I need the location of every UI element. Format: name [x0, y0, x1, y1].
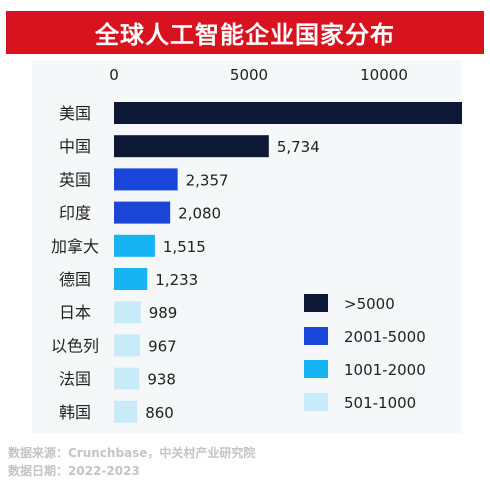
bar — [114, 201, 171, 224]
category-label: 韩国 — [59, 403, 91, 422]
category-label: 法国 — [59, 370, 91, 389]
bar — [114, 268, 148, 290]
category-label: 英国 — [59, 170, 91, 189]
value-label: 1,515 — [163, 238, 206, 256]
legend-label: 2001-5000 — [344, 328, 426, 346]
legend-swatch — [304, 393, 328, 411]
category-label: 中国 — [59, 137, 91, 156]
value-label: 1,233 — [155, 271, 198, 289]
bar — [114, 102, 462, 124]
category-label: 美国 — [59, 104, 91, 123]
value-label: 938 — [147, 371, 176, 389]
value-label: 2,357 — [186, 171, 229, 189]
bar-chart: 0500010000美国12,925中国5,734英国2,357印度2,080加… — [51, 66, 462, 423]
legend-label: 501-1000 — [344, 394, 416, 412]
legend-swatch — [304, 327, 328, 345]
category-label: 日本 — [59, 303, 91, 322]
source-note: 数据来源：Crunchbase，中关村产业研究院 — [8, 446, 256, 460]
bar — [114, 301, 141, 324]
bar — [114, 400, 138, 423]
value-label: 5,734 — [277, 138, 320, 156]
legend-swatch — [304, 294, 328, 312]
category-label: 德国 — [59, 270, 91, 289]
category-label: 以色列 — [51, 336, 99, 355]
legend-swatch — [304, 360, 328, 378]
category-label: 加拿大 — [51, 237, 99, 256]
x-tick-label: 0 — [109, 66, 119, 84]
value-label: 989 — [149, 304, 178, 322]
chart-panel: 0500010000美国12,925中国5,734英国2,357印度2,080加… — [32, 60, 462, 433]
chart-title: 全球人工智能企业国家分布 — [6, 11, 484, 54]
value-label: 2,080 — [178, 205, 221, 223]
date-note: 数据日期：2022-2023 — [8, 464, 140, 478]
x-tick-label: 5000 — [230, 66, 268, 84]
bar — [114, 234, 155, 257]
bar — [114, 334, 141, 357]
legend-label: >5000 — [344, 295, 395, 313]
category-label: 印度 — [59, 204, 91, 223]
bar — [114, 135, 269, 158]
x-tick-label: 10000 — [360, 66, 408, 84]
value-label: 967 — [148, 337, 177, 355]
bar — [114, 168, 178, 191]
legend-label: 1001-2000 — [344, 361, 426, 379]
value-label: 860 — [145, 404, 174, 422]
bar — [114, 367, 140, 390]
